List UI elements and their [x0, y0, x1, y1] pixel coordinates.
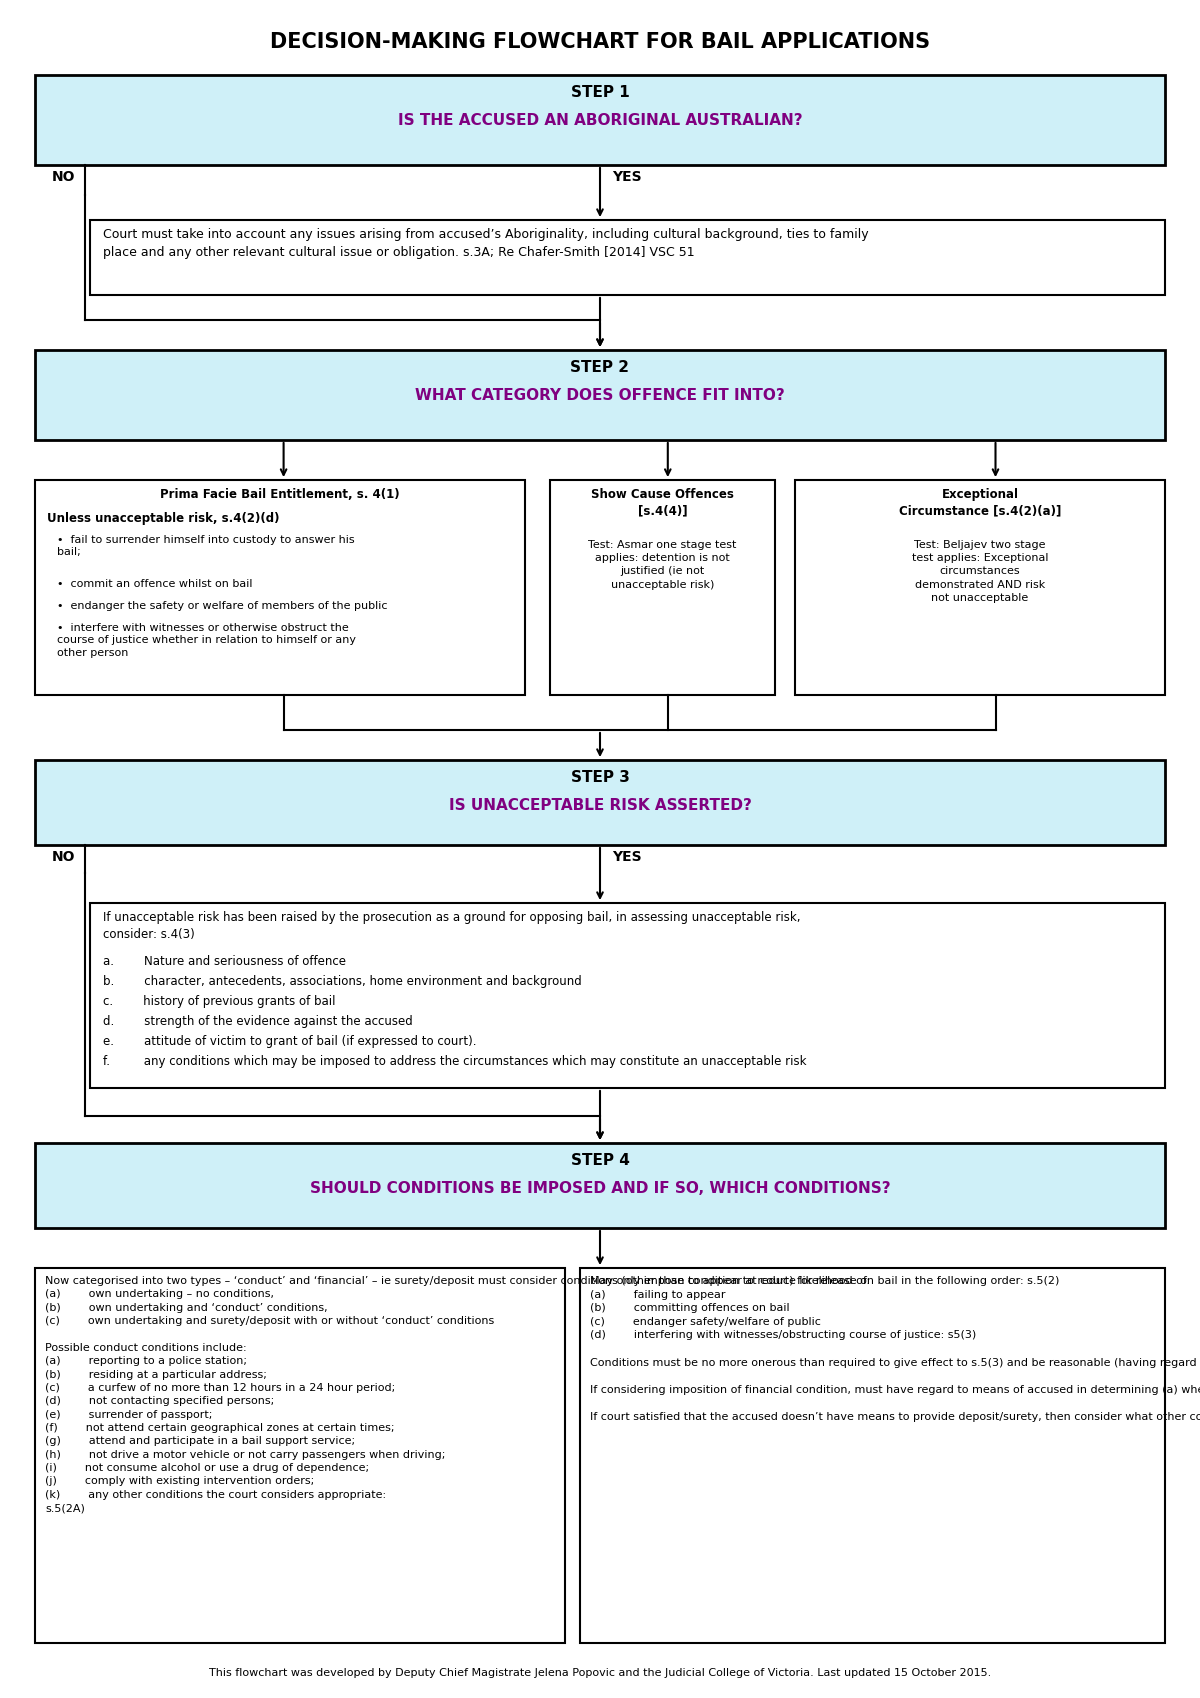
Bar: [90, 903, 1165, 1088]
Text: May only impose condition to reduce likelihood of:
(a)        failing to appear
: May only impose condition to reduce like…: [590, 1275, 1200, 1421]
Bar: [90, 221, 1165, 295]
Text: This flowchart was developed by Deputy Chief Magistrate Jelena Popovic and the J: This flowchart was developed by Deputy C…: [209, 1667, 991, 1678]
Text: f.         any conditions which may be imposed to address the circumstances whic: f. any conditions which may be imposed t…: [103, 1054, 806, 1068]
Bar: [35, 1268, 565, 1644]
Text: •  endanger the safety or welfare of members of the public: • endanger the safety or welfare of memb…: [58, 601, 388, 611]
Text: STEP 3: STEP 3: [570, 769, 630, 784]
Bar: [35, 75, 1165, 165]
Text: IS THE ACCUSED AN ABORIGINAL AUSTRALIAN?: IS THE ACCUSED AN ABORIGINAL AUSTRALIAN?: [397, 114, 803, 127]
Text: •  fail to surrender himself into custody to answer his
bail;: • fail to surrender himself into custody…: [58, 535, 355, 557]
Text: d.        strength of the evidence against the accused: d. strength of the evidence against the …: [103, 1015, 413, 1027]
Text: NO: NO: [52, 170, 74, 183]
Bar: [35, 481, 526, 694]
Text: STEP 4: STEP 4: [570, 1153, 630, 1168]
Text: STEP 1: STEP 1: [571, 85, 629, 100]
Text: YES: YES: [612, 851, 642, 864]
Bar: [35, 761, 1165, 846]
Text: SHOULD CONDITIONS BE IMPOSED AND IF SO, WHICH CONDITIONS?: SHOULD CONDITIONS BE IMPOSED AND IF SO, …: [310, 1182, 890, 1195]
Bar: [35, 1143, 1165, 1228]
Text: •  interfere with witnesses or otherwise obstruct the
course of justice whether : • interfere with witnesses or otherwise …: [58, 623, 356, 657]
Text: Court must take into account any issues arising from accused’s Aboriginality, in: Court must take into account any issues …: [103, 228, 869, 260]
Text: Now categorised into two types – ‘conduct’ and ‘financial’ – ie surety/deposit m: Now categorised into two types – ‘conduc…: [46, 1275, 1060, 1513]
Text: Test: Asmar one stage test
applies: detention is not
justified (ie not
unaccepta: Test: Asmar one stage test applies: dete…: [588, 540, 737, 589]
Text: c.        history of previous grants of bail: c. history of previous grants of bail: [103, 995, 336, 1009]
Text: Test: Beljajev two stage
test applies: Exceptional
circumstances
demonstrated AN: Test: Beljajev two stage test applies: E…: [912, 540, 1049, 603]
Text: DECISION-MAKING FLOWCHART FOR BAIL APPLICATIONS: DECISION-MAKING FLOWCHART FOR BAIL APPLI…: [270, 32, 930, 53]
Text: IS UNACCEPTABLE RISK ASSERTED?: IS UNACCEPTABLE RISK ASSERTED?: [449, 798, 751, 813]
Text: Unless unacceptable risk, s.4(2)(d): Unless unacceptable risk, s.4(2)(d): [47, 513, 280, 525]
Text: e.        attitude of victim to grant of bail (if expressed to court).: e. attitude of victim to grant of bail (…: [103, 1036, 476, 1048]
Bar: [796, 481, 1165, 694]
Text: Show Cause Offences
[s.4(4)]: Show Cause Offences [s.4(4)]: [592, 487, 734, 516]
Bar: [580, 1268, 1165, 1644]
Text: NO: NO: [52, 851, 74, 864]
Text: a.        Nature and seriousness of offence: a. Nature and seriousness of offence: [103, 954, 346, 968]
Text: Prima Facie Bail Entitlement, s. 4(1): Prima Facie Bail Entitlement, s. 4(1): [160, 487, 400, 501]
Bar: [550, 481, 775, 694]
Text: b.        character, antecedents, associations, home environment and background: b. character, antecedents, associations,…: [103, 975, 582, 988]
Text: YES: YES: [612, 170, 642, 183]
Bar: [35, 350, 1165, 440]
Text: WHAT CATEGORY DOES OFFENCE FIT INTO?: WHAT CATEGORY DOES OFFENCE FIT INTO?: [415, 389, 785, 402]
Text: STEP 2: STEP 2: [570, 360, 630, 375]
Text: If unacceptable risk has been raised by the prosecution as a ground for opposing: If unacceptable risk has been raised by …: [103, 912, 800, 941]
Text: Exceptional
Circumstance [s.4(2)(a)]: Exceptional Circumstance [s.4(2)(a)]: [899, 487, 1061, 516]
Text: •  commit an offence whilst on bail: • commit an offence whilst on bail: [58, 579, 252, 589]
